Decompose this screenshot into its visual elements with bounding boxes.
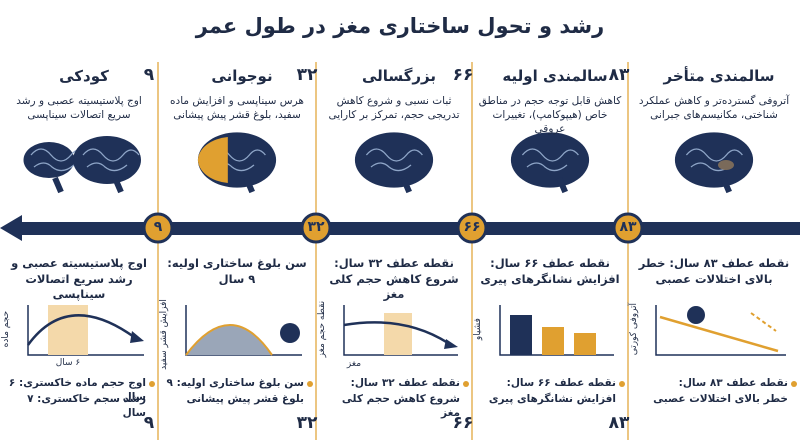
bar [542,327,564,355]
axis-label: فشیاو [472,318,483,341]
bullet: نقطه عطف ۸۳ سال: [678,377,788,389]
bullet-dot [149,381,155,387]
mini-axis [343,305,458,356]
milestone-top: ۳۲ [296,65,318,85]
brain-stem [112,176,124,194]
highlight-band [384,313,412,355]
arrow-head [130,331,144,343]
bar [574,333,596,355]
brain-folds [521,148,579,172]
brain-highlight [718,160,734,170]
bullet: نقطه عطف ۶۶ سال: [506,377,616,389]
column-detail: نقطه عطف ۳۲ سال: شروع کاهش حجم کلی مغز [329,256,459,302]
brain-stem [52,176,64,194]
brain-highlight [197,137,228,183]
trend-curve [26,314,135,346]
brain [73,136,141,184]
bullet-dot [619,381,625,387]
column-detail: سن بلوغ ساختاری اولیه: ۹ سال [167,256,307,286]
milestone-top: ۶۶ [452,65,474,85]
bullet: شروع کاهش حجم کلی مغز [341,393,460,420]
mini-axis [27,305,144,356]
trend-line [659,315,779,353]
brain-folds [82,148,140,172]
bullet: خطر بالای اختلالات عصبی [653,393,788,405]
milestone-circle [612,212,644,244]
milestone-label: ۳۲ [307,219,325,235]
axis-label: افزایش قشر سفید [158,299,169,370]
mini-axis [655,305,786,356]
column-title: نوجوانی [211,67,273,85]
axis-label: نقطه حجم مغز [316,300,327,358]
axis-x-label: مغز [346,359,362,369]
icon [280,323,300,343]
icon [687,306,705,324]
trend-curve [343,321,449,345]
milestone-bottom: ۸۳ [608,413,630,433]
bullet: بلوغ قشر پیش پیشانی [186,393,304,405]
milestone-top: ۸۳ [608,65,630,85]
arrow-head [444,339,458,349]
trend-dash [750,312,777,332]
timeline [18,222,800,235]
bullet-dot [307,381,313,387]
timeline-arrow [0,215,22,241]
milestone-top: ۹ [143,65,155,85]
brain-folds [365,148,423,172]
column-description: اوج پلاستیسیته عصبی و رشد سریع اتصالات س… [16,95,142,122]
column-description: کاهش قابل توجه حجم در مناطق خاص (هیپوکام… [478,95,622,136]
highlight-band [48,305,88,355]
column-description: ثبات نسبی و شروع کاهش تدریجی حجم، تمرکز … [328,95,460,122]
bullet: اوج حجم ماده خاکستری: ۶ سال [8,377,146,404]
axis-label: حجم ماده [0,310,11,348]
brain [23,142,75,178]
milestone-circle [142,212,174,244]
bullet: افزایش نشانگرهای پیری [488,393,616,405]
title: رشد و تحول ساختاری مغز در طول عمر [195,14,605,38]
milestone-label: ۹ [153,219,163,235]
bullet: سن بلوغ ساختاری اولیه: ۹ [166,377,304,389]
column-description: آتروفی گسترده‌تر و کاهش عملکرد شناختی، م… [638,95,790,122]
brain-stem [720,176,732,194]
bar [510,315,532,355]
axis-label: آتروفی کورتی [628,302,639,356]
milestone-bottom: ۶۶ [452,413,474,433]
bullet: نقطه عطف ۳۲ سال: [350,377,460,389]
column-title: بزرگسالی [361,67,437,85]
column-title: سالمندی اولیه [502,67,608,85]
column-detail: نقطه عطف ۶۶ سال: افزایش نشانگرهای پیری [480,256,620,286]
milestone-circle [300,212,332,244]
column-title: کودکی [59,67,109,85]
bullet-dot [463,381,469,387]
area-line [185,324,273,356]
column-description: هرس سیناپسی و افزایش ماده سفید، بلوغ قشر… [170,95,304,122]
milestone-label: ۶۶ [463,219,481,235]
bullet: رشد سجم خاکستری: ۷ سال [27,393,146,420]
milestone-bottom: ۳۲ [296,413,318,433]
milestone-circle [456,212,488,244]
bullet-dot [791,381,797,387]
column-detail: نقطه عطف ۸۳ سال: خطر بالای اختلالات عصبی [638,256,790,286]
milestone-label: ۸۳ [619,219,637,235]
brain-stem [556,176,568,194]
axis-x-label: ۶ سال [55,358,81,368]
brain-stem [400,176,412,194]
column-title: سالمندی متأخر [663,67,775,85]
brain-stem [243,176,255,194]
milestone-bottom: ۹ [143,413,155,433]
column-detail: اوج پلاستیسیته عصبی و رشد سریع اتصالات س… [11,256,147,302]
